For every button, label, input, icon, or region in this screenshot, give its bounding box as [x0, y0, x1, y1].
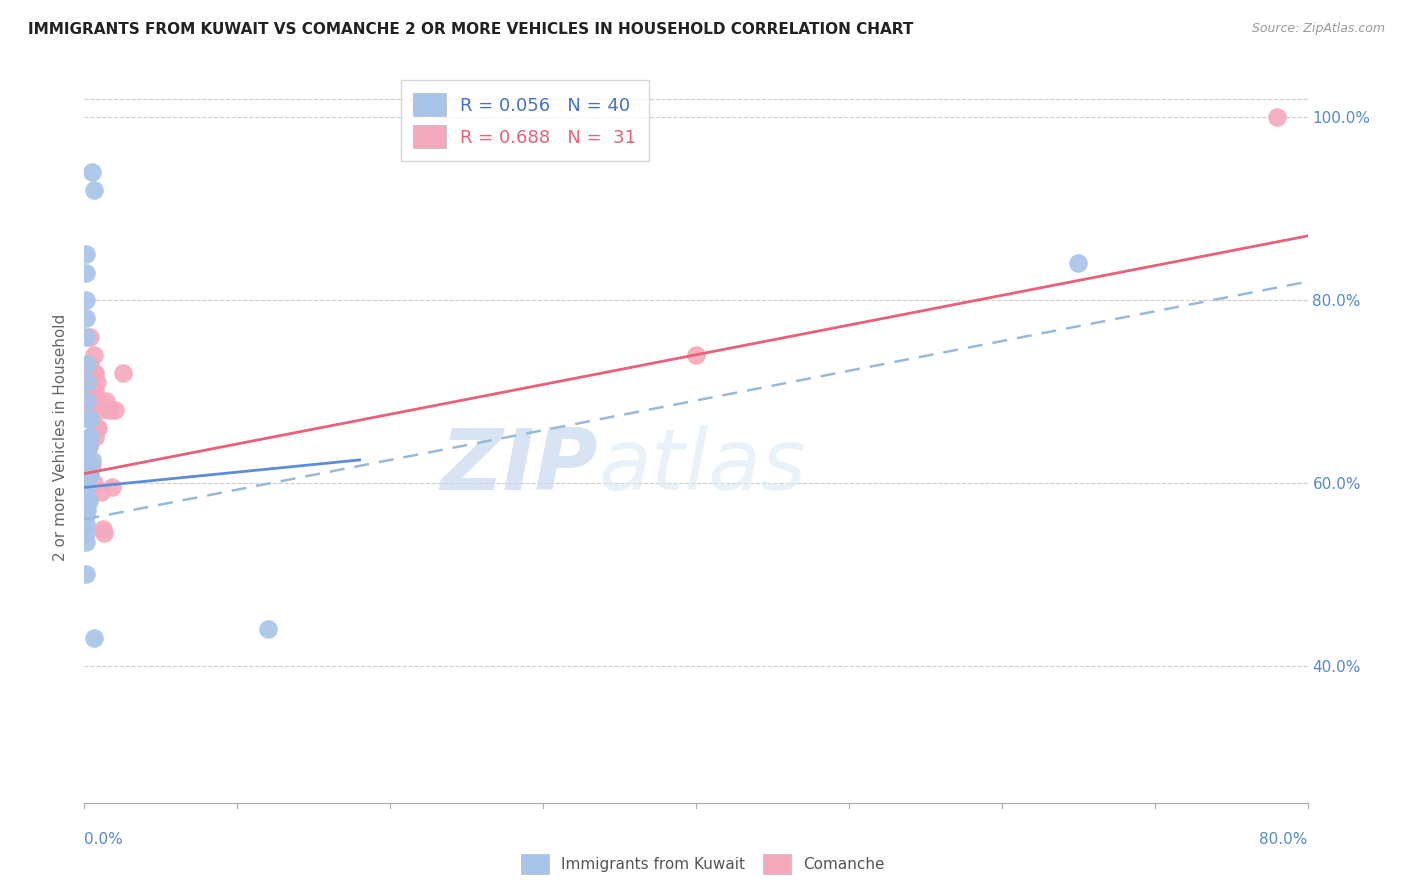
Point: [75, 480, 97, 494]
Point: [76, 503, 98, 517]
Point: [94, 393, 117, 408]
Point: [77, 402, 100, 417]
Point: [76, 480, 98, 494]
Point: [75, 508, 97, 522]
Point: [76, 458, 98, 472]
Point: [76, 467, 98, 481]
Point: [84, 366, 107, 380]
Point: [80, 384, 103, 399]
Text: 80.0%: 80.0%: [1260, 832, 1308, 847]
Point: [80, 165, 103, 179]
Point: [93, 526, 115, 541]
Text: atlas: atlas: [598, 425, 806, 508]
Point: [75, 247, 97, 261]
Point: [1067, 256, 1090, 270]
Point: [75, 467, 97, 481]
Point: [75, 567, 97, 582]
Point: [75, 266, 97, 280]
Point: [79, 412, 101, 426]
Point: [83, 183, 105, 197]
Point: [75, 311, 97, 326]
Point: [86, 421, 108, 435]
Point: [87, 421, 110, 435]
Point: [77, 430, 100, 444]
Point: [97, 402, 120, 417]
Point: [80, 458, 103, 472]
Point: [75, 448, 97, 462]
Point: [79, 430, 101, 444]
Point: [75, 535, 97, 549]
Point: [79, 357, 101, 371]
Point: [75, 293, 97, 307]
Point: [84, 430, 107, 444]
Legend: Immigrants from Kuwait, Comanche: Immigrants from Kuwait, Comanche: [515, 848, 891, 880]
Point: [104, 402, 127, 417]
Point: [75, 329, 97, 343]
Point: [75, 499, 97, 513]
Point: [76, 357, 98, 371]
Point: [77, 384, 100, 399]
Point: [76, 393, 98, 408]
Point: [257, 622, 280, 636]
Point: [86, 376, 108, 390]
Text: ZIP: ZIP: [440, 425, 598, 508]
Point: [75, 458, 97, 472]
Text: Source: ZipAtlas.com: Source: ZipAtlas.com: [1251, 22, 1385, 36]
Y-axis label: 2 or more Vehicles in Household: 2 or more Vehicles in Household: [53, 313, 69, 561]
Point: [77, 366, 100, 380]
Point: [75, 526, 97, 541]
Point: [75, 490, 97, 504]
Text: IMMIGRANTS FROM KUWAIT VS COMANCHE 2 OR MORE VEHICLES IN HOUSEHOLD CORRELATION C: IMMIGRANTS FROM KUWAIT VS COMANCHE 2 OR …: [28, 22, 914, 37]
Point: [77, 458, 100, 472]
Point: [84, 384, 107, 399]
Text: 0.0%: 0.0%: [84, 832, 124, 847]
Point: [83, 366, 105, 380]
Point: [83, 632, 105, 646]
Point: [79, 430, 101, 444]
Point: [77, 412, 100, 426]
Point: [80, 366, 103, 380]
Point: [76, 494, 98, 508]
Point: [685, 348, 707, 362]
Point: [77, 439, 100, 453]
Point: [80, 453, 103, 467]
Point: [101, 480, 124, 494]
Point: [83, 348, 105, 362]
Point: [89, 402, 111, 417]
Point: [91, 521, 114, 535]
Point: [76, 376, 98, 390]
Point: [79, 329, 101, 343]
Point: [1265, 110, 1288, 124]
Point: [90, 485, 112, 500]
Point: [86, 393, 108, 408]
Point: [75, 439, 97, 453]
Legend: R = 0.056   N = 40, R = 0.688   N =  31: R = 0.056 N = 40, R = 0.688 N = 31: [401, 80, 648, 161]
Point: [83, 475, 105, 490]
Point: [111, 366, 134, 380]
Point: [77, 467, 100, 481]
Point: [75, 516, 97, 531]
Point: [77, 494, 100, 508]
Point: [79, 467, 101, 481]
Point: [77, 439, 100, 453]
